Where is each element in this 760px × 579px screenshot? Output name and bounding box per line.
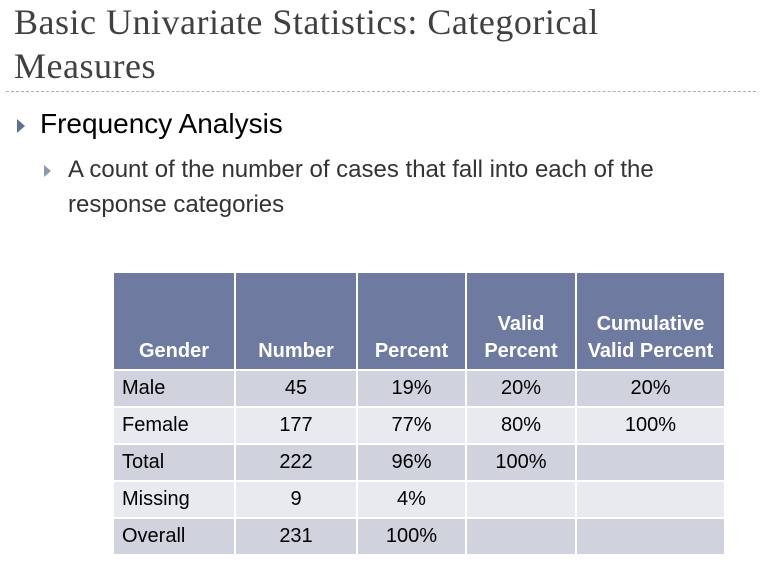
- table-cell: [575, 517, 726, 556]
- table-cell: [575, 443, 726, 482]
- bullet: Frequency Analysis: [40, 108, 283, 139]
- column-header: Percent: [356, 273, 467, 371]
- table-cell: 100%: [575, 406, 726, 445]
- table-cell: [465, 517, 577, 556]
- table-cell: Male: [112, 369, 236, 408]
- column-header: Number: [234, 273, 358, 371]
- table-cell: [575, 480, 726, 519]
- table-cell: Overall: [112, 517, 236, 556]
- sub-bullet: A count of the number of cases that fall…: [68, 156, 654, 218]
- table-cell: 19%: [356, 369, 467, 408]
- column-header: Valid Percent: [465, 273, 577, 371]
- table-cell: Female: [112, 406, 236, 445]
- table-cell: 9: [234, 480, 358, 519]
- table-cell: Total: [112, 443, 236, 482]
- table-cell: 100%: [465, 443, 577, 482]
- table-cell: 45: [234, 369, 358, 408]
- header-row: Gender Number Percent Valid Percent Cumulati…: [112, 273, 726, 371]
- slide-title: Basic Univariate Statistics: Categorical…: [14, 2, 599, 86]
- table-cell: 177: [234, 406, 358, 445]
- table-cell: 100%: [356, 517, 467, 556]
- table-cell: 222: [234, 443, 358, 482]
- table-cell: 77%: [356, 406, 467, 445]
- column-header: Gender: [112, 273, 236, 371]
- table-cell: 80%: [465, 406, 577, 445]
- bullet-arrow: [17, 119, 25, 133]
- table-cell: [465, 480, 577, 519]
- column-header: Cumulative Valid Percent: [575, 273, 726, 371]
- table-row: Missing 9 4%: [112, 480, 726, 519]
- table-cell: 4%: [356, 480, 467, 519]
- table-cell: 96%: [356, 443, 467, 482]
- table-cell: Missing: [112, 480, 236, 519]
- table-row: Female 177 77% 80% 100%: [112, 406, 726, 445]
- table-cell: 231: [234, 517, 358, 556]
- divider: [6, 91, 756, 92]
- table-row: Total 222 96% 100%: [112, 443, 726, 482]
- table-row: Male 45 19% 20% 20%: [112, 369, 726, 408]
- table-cell: 20%: [575, 369, 726, 408]
- sub-bullet-arrow: [44, 165, 51, 177]
- table-cell: 20%: [465, 369, 577, 408]
- frequency-table: Gender Number Percent Valid Percent Cumulati…: [112, 273, 726, 556]
- table-row: Overall 231 100%: [112, 517, 726, 556]
